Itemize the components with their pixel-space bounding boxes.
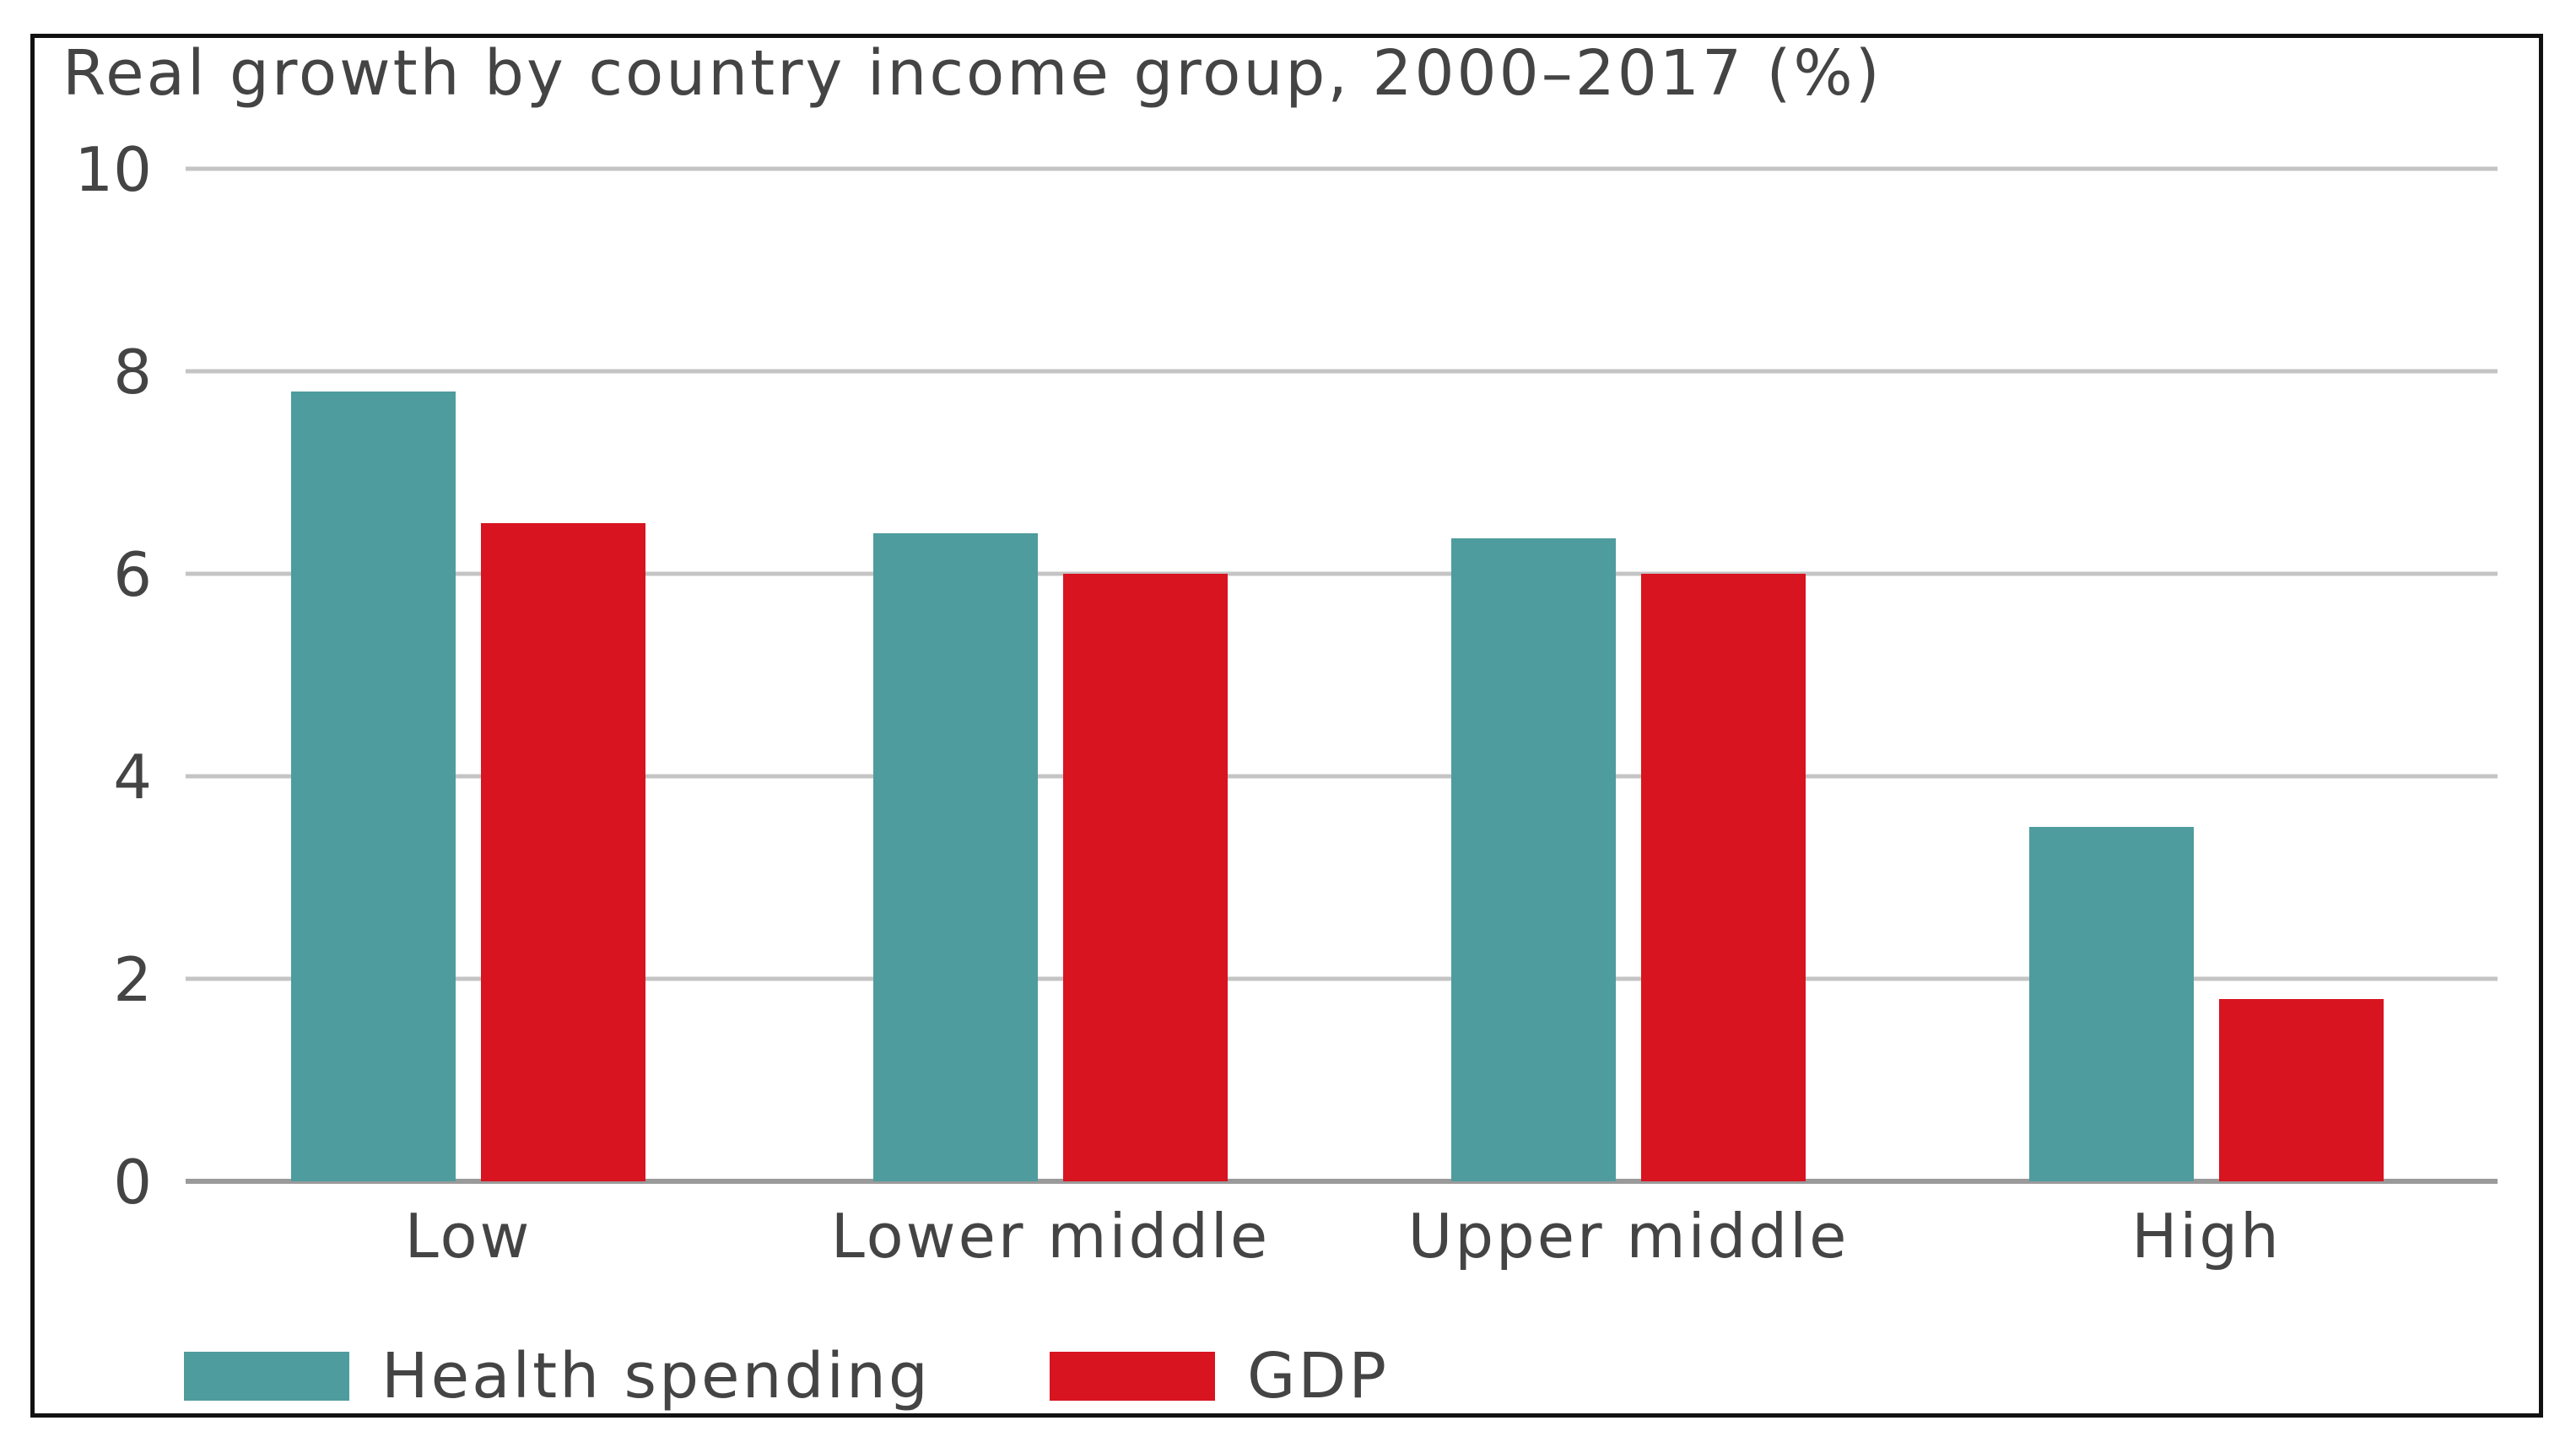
bar-gdp-high bbox=[2219, 999, 2384, 1181]
x-category-label: Upper middle bbox=[1408, 1201, 1850, 1272]
bar-health-spending-low bbox=[291, 392, 456, 1181]
bar-health-spending-lower-middle bbox=[873, 533, 1038, 1181]
y-tick-label: 2 bbox=[113, 944, 152, 1015]
y-tick-label: 6 bbox=[113, 539, 152, 610]
x-axis-categories: Low Lower middle Upper middle High bbox=[405, 1201, 2281, 1272]
x-category-label: Low bbox=[405, 1201, 532, 1272]
bar-gdp-lower-middle bbox=[1063, 574, 1228, 1181]
x-category-label: High bbox=[2131, 1201, 2281, 1272]
bar-gdp-upper-middle bbox=[1641, 574, 1806, 1181]
y-tick-label: 0 bbox=[113, 1147, 152, 1218]
y-axis-ticks: 0 2 4 6 8 10 bbox=[74, 134, 152, 1218]
legend-label-gdp: GDP bbox=[1247, 1340, 1389, 1412]
legend: Health spending GDP bbox=[184, 1340, 1389, 1412]
chart-title: Real growth by country income group, 200… bbox=[62, 37, 1882, 110]
legend-swatch-gdp bbox=[1050, 1352, 1215, 1401]
y-tick-label: 4 bbox=[113, 742, 152, 813]
x-category-label: Lower middle bbox=[831, 1201, 1270, 1272]
bar-health-spending-high bbox=[2029, 827, 2194, 1181]
y-tick-label: 10 bbox=[74, 134, 152, 205]
y-tick-label: 8 bbox=[113, 337, 152, 408]
bar-health-spending-upper-middle bbox=[1451, 538, 1616, 1181]
legend-label-health-spending: Health spending bbox=[381, 1340, 931, 1412]
legend-swatch-health-spending bbox=[184, 1352, 349, 1401]
bar-gdp-low bbox=[481, 523, 645, 1181]
bars bbox=[291, 392, 2384, 1181]
